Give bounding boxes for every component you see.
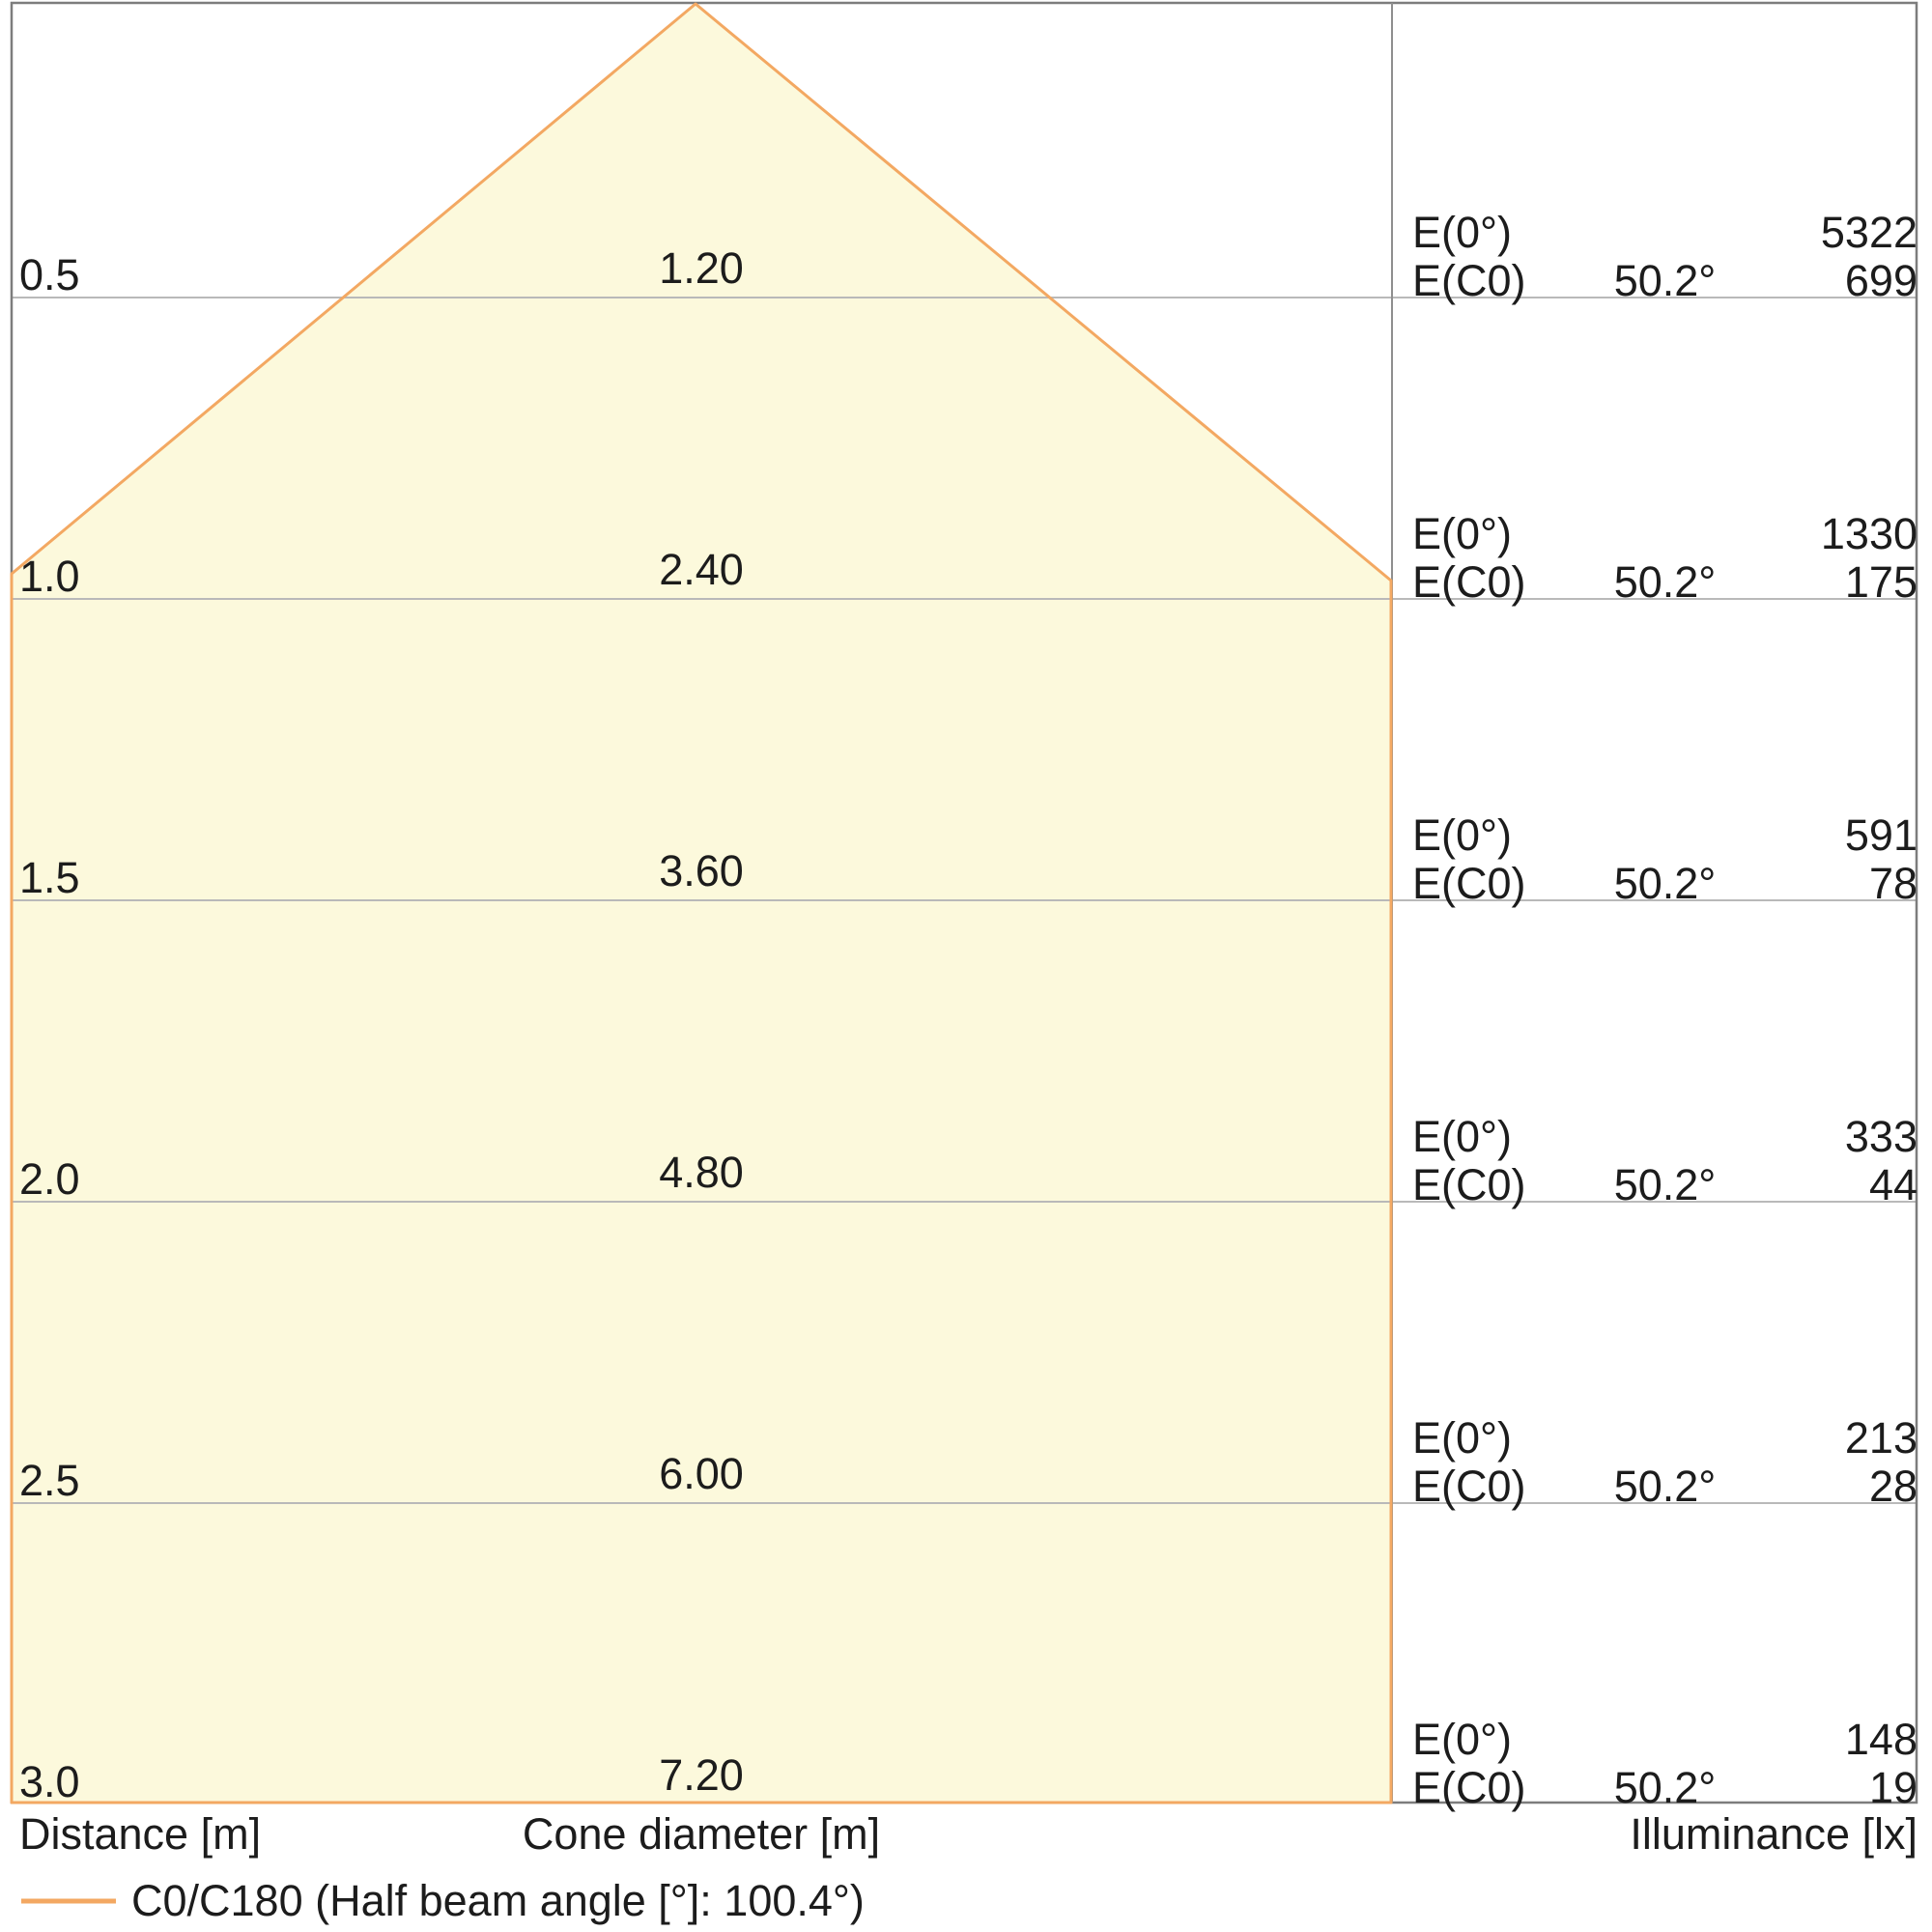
e0-label: E(0°) (1412, 810, 1513, 860)
cone-diameter-label-2-5: 6.00 (659, 1449, 744, 1498)
e0-row: E(0°) 1330 (1412, 510, 1918, 558)
distance-label-2-5: 2.5 (19, 1456, 80, 1505)
ec0-value: 78 (1868, 859, 1918, 908)
illuminance-block-1-5: E(0°) 591 E(C0) 50.2° 78 (1412, 811, 1918, 908)
half-beam-angle: 50.2° (1613, 557, 1717, 607)
ec0-row: E(C0) 50.2° 19 (1412, 1764, 1918, 1812)
cone-diameter-label-1-0: 2.40 (659, 545, 744, 594)
e0-row: E(0°) 591 (1412, 811, 1918, 860)
distance-label-2-0: 2.0 (19, 1154, 80, 1204)
cone-diameter-label-2-0: 4.80 (659, 1148, 744, 1197)
ec0-value: 28 (1868, 1462, 1918, 1511)
illuminance-block-3-0: E(0°) 148 E(C0) 50.2° 19 (1412, 1716, 1918, 1812)
ec0-row: E(C0) 50.2° 78 (1412, 860, 1918, 908)
e0-value: 5322 (1820, 208, 1918, 257)
axis-label-illuminance: Illuminance [lx] (1630, 1809, 1918, 1859)
ec0-label: E(C0) (1412, 256, 1526, 305)
ec0-value: 175 (1844, 557, 1918, 607)
ec0-value: 44 (1868, 1160, 1918, 1209)
half-beam-angle: 50.2° (1613, 1160, 1717, 1209)
e0-value: 333 (1844, 1112, 1918, 1161)
e0-row: E(0°) 213 (1412, 1414, 1918, 1463)
ec0-value: 699 (1844, 256, 1918, 305)
e0-row: E(0°) 148 (1412, 1716, 1918, 1764)
cone-diameter-label-0-5: 1.20 (659, 243, 744, 293)
distance-label-3-0: 3.0 (19, 1757, 80, 1806)
e0-label: E(0°) (1412, 1112, 1513, 1161)
distance-label-1-0: 1.0 (19, 552, 80, 601)
illuminance-block-2-5: E(0°) 213 E(C0) 50.2° 28 (1412, 1414, 1918, 1511)
ec0-row: E(C0) 50.2° 44 (1412, 1161, 1918, 1209)
half-beam-angle: 50.2° (1613, 1763, 1717, 1812)
ec0-label: E(C0) (1412, 859, 1526, 908)
e0-label: E(0°) (1412, 1413, 1513, 1463)
e0-value: 213 (1844, 1413, 1918, 1463)
light-cone-outline (10, 2, 1393, 1804)
half-beam-angle: 50.2° (1613, 859, 1717, 908)
e0-row: E(0°) 333 (1412, 1113, 1918, 1161)
e0-value: 148 (1844, 1715, 1918, 1764)
cone-diameter-label-1-5: 3.60 (659, 846, 744, 895)
ec0-row: E(C0) 50.2° 175 (1412, 558, 1918, 607)
ec0-label: E(C0) (1412, 557, 1526, 607)
ec0-row: E(C0) 50.2° 28 (1412, 1463, 1918, 1511)
e0-row: E(0°) 5322 (1412, 209, 1918, 257)
e0-label: E(0°) (1412, 509, 1513, 558)
half-beam-angle: 50.2° (1613, 1462, 1717, 1511)
illuminance-block-2-0: E(0°) 333 E(C0) 50.2° 44 (1412, 1113, 1918, 1209)
e0-label: E(0°) (1412, 1715, 1513, 1764)
illuminance-block-0-5: E(0°) 5322 E(C0) 50.2° 699 (1412, 209, 1918, 305)
ec0-label: E(C0) (1412, 1763, 1526, 1812)
ec0-row: E(C0) 50.2° 699 (1412, 257, 1918, 305)
cone-diameter-label-3-0: 7.20 (659, 1750, 744, 1800)
ec0-label: E(C0) (1412, 1160, 1526, 1209)
distance-label-1-5: 1.5 (19, 853, 80, 902)
illuminance-block-1-0: E(0°) 1330 E(C0) 50.2° 175 (1412, 510, 1918, 607)
half-beam-angle: 50.2° (1613, 256, 1717, 305)
legend-label-c0-c180: C0/C180 (Half beam angle [°]: 100.4°) (131, 1876, 865, 1925)
ec0-label: E(C0) (1412, 1462, 1526, 1511)
light-cone-fill (12, 4, 1391, 1803)
ec0-value: 19 (1868, 1763, 1918, 1812)
distance-label-0-5: 0.5 (19, 250, 80, 299)
e0-value: 591 (1844, 810, 1918, 860)
axis-label-cone-diameter: Cone diameter [m] (522, 1809, 881, 1859)
e0-label: E(0°) (1412, 208, 1513, 257)
grid-lines (12, 297, 1917, 1504)
axis-label-distance: Distance [m] (19, 1809, 262, 1859)
e0-value: 1330 (1820, 509, 1918, 558)
